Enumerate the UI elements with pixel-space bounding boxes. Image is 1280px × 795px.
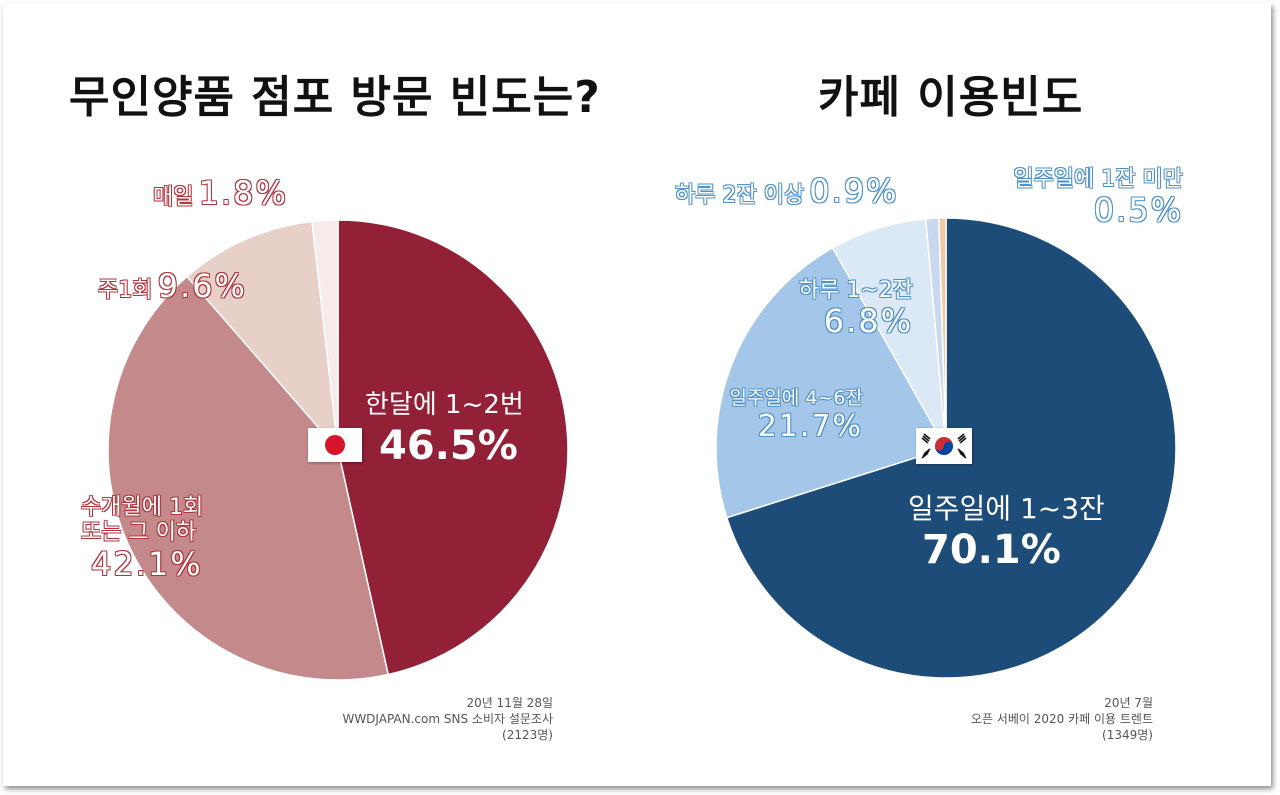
label-rare-pct: 42.1% [91,544,203,583]
label-monthly-pct: 46.5% [379,422,518,469]
korea-flag-icon [916,428,972,464]
label-rare-line2: 또는 그 이하 [81,520,197,546]
right-pie-slice-5 [938,217,947,449]
left-pie-chart [107,219,569,681]
label-w46: 일주일에 4~6잔 21.7% [703,387,863,444]
right-source: 20년 7월 오픈 서베이 2020 카페 이용 트렌트 (1349명) [883,695,1153,744]
left-chart-title: 무인양품 점포 방문 빈도는? [69,72,601,123]
label-d2-text: 하루 2잔 이상 [675,183,805,208]
right-pie-slice-2 [715,246,948,519]
label-w1-pct: 0.5% [1093,191,1183,230]
label-monthly-text: 한달에 1~2번 [365,390,524,420]
label-d12: 하루 1~2잔 6.8% [779,278,913,340]
label-w13-pct: 70.1% [922,527,1061,574]
label-d12-pct: 6.8% [823,302,913,341]
right-chart-title: 카페 이용빈도 [818,72,1084,123]
slide-frame: 무인양품 점포 방문 빈도는? 카페 이용빈도 매일 1.8% 주1회 9.6%… [3,3,1271,786]
label-d2-pct: 0.9% [809,172,899,210]
label-w13-text: 일주일에 1~3잔 [908,492,1105,525]
label-weekly: 주1회 9.6% [98,268,247,305]
left-pie-slice-1 [337,219,569,676]
left-source: 20년 11월 28일 WWDJAPAN.com SNS 소비자 설문조사 (2… [283,695,553,744]
label-monthly: 한달에 1~2번 46.5% [365,390,524,469]
left-source-name: WWDJAPAN.com SNS 소비자 설문조사 [342,712,553,727]
label-d2: 하루 2잔 이상 0.9% [675,173,899,210]
label-d12-text: 하루 1~2잔 [798,278,913,303]
label-daily: 매일 1.8% [153,175,288,212]
label-w46-text: 일주일에 4~6잔 [729,387,863,409]
right-source-name: 오픈 서베이 2020 카페 이용 트렌트 [970,712,1153,727]
label-w46-pct: 21.7% [757,408,863,444]
label-daily-text: 매일 [153,185,194,210]
label-daily-pct: 1.8% [198,174,288,212]
left-pie-slice-2 [107,275,390,681]
right-source-sample: (1349명) [1102,728,1153,743]
left-pie-slice-4 [311,219,339,451]
left-pie-slice-3 [185,220,340,453]
label-w1: 일주일에 1잔 미만 0.5% [983,167,1183,229]
japan-flag-icon [308,428,362,462]
label-rare-line1: 수개월에 1회 [81,495,204,520]
label-weekly-pct: 9.6% [157,267,247,305]
left-source-sample: (2123명) [502,728,553,743]
label-w13: 일주일에 1~3잔 70.1% [908,492,1105,574]
label-w1-text: 일주일에 1잔 미만 [1013,167,1183,192]
right-source-date: 20년 7월 [1104,696,1153,710]
label-rare: 수개월에 1회 또는 그 이하 42.1% [81,495,203,582]
label-weekly-text: 주1회 [98,278,153,303]
left-source-date: 20년 11월 28일 [466,696,553,710]
